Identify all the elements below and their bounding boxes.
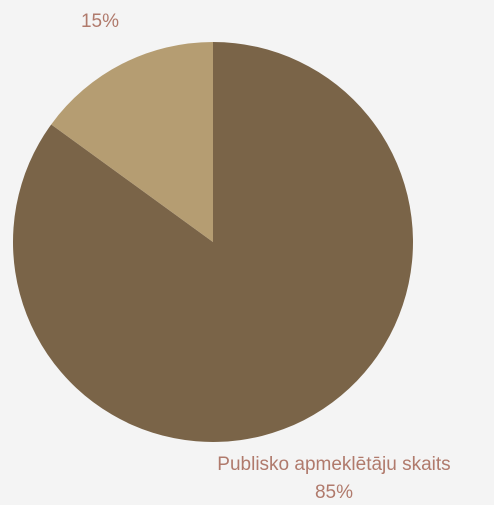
pie-slice: [12, 42, 414, 442]
slice-label: Publisko apmeklētāju skaits: [217, 454, 450, 475]
value-label: 85%: [315, 482, 353, 503]
pie-slice: [51, 42, 214, 242]
value-label: 15%: [81, 11, 119, 32]
